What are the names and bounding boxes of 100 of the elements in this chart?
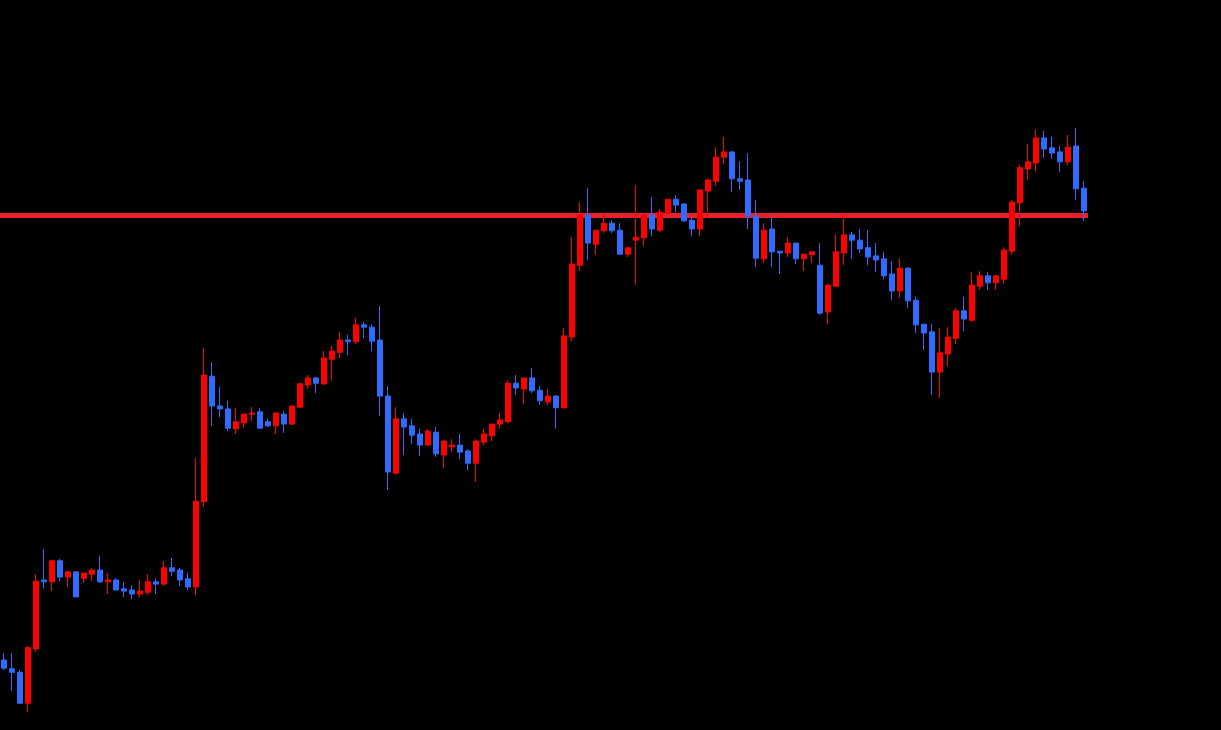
candlestick xyxy=(777,250,783,275)
candlestick xyxy=(321,350,327,386)
candlestick xyxy=(193,457,199,596)
candlestick xyxy=(809,251,815,264)
candlestick xyxy=(617,222,623,255)
candlestick xyxy=(209,361,215,427)
candlestick xyxy=(105,572,111,595)
candlestick xyxy=(145,573,151,596)
candlestick xyxy=(57,558,63,582)
candlestick xyxy=(385,385,391,491)
candlestick xyxy=(129,584,135,600)
candlestick xyxy=(281,410,287,434)
candlestick xyxy=(257,407,263,429)
candlestick xyxy=(121,581,127,598)
candlestick xyxy=(81,572,87,584)
candlestick xyxy=(457,433,463,460)
candlestick xyxy=(833,233,839,287)
candlestick xyxy=(689,216,695,237)
candlestick xyxy=(201,347,207,508)
candlestick xyxy=(881,251,887,280)
candlestick xyxy=(753,199,759,268)
candlestick xyxy=(9,652,15,692)
candlestick xyxy=(721,136,727,165)
candlestick xyxy=(745,152,751,230)
candlestick xyxy=(609,219,615,234)
candlestick xyxy=(425,428,431,446)
candlestick xyxy=(945,326,951,367)
candlestick xyxy=(153,577,159,595)
candlestick xyxy=(329,345,335,382)
candlestick xyxy=(985,271,991,291)
candlestick xyxy=(441,440,447,469)
candlestick xyxy=(529,367,535,394)
candlestick xyxy=(473,438,479,483)
candlestick xyxy=(849,231,855,260)
candlestick xyxy=(729,150,735,193)
candlestick xyxy=(1057,145,1063,173)
candlestick xyxy=(137,579,143,598)
candlestick xyxy=(817,242,823,316)
candlestick xyxy=(969,271,975,323)
candlestick xyxy=(1049,136,1055,160)
candlestick xyxy=(665,198,671,215)
candlestick xyxy=(33,573,39,653)
candlestick xyxy=(801,252,807,272)
candlestick xyxy=(961,296,967,332)
candlestick xyxy=(345,334,351,356)
candlestick xyxy=(1017,164,1023,227)
candlestick xyxy=(353,317,359,345)
candlestick xyxy=(673,194,679,213)
candlestick xyxy=(561,327,567,410)
candlestick xyxy=(1081,180,1087,222)
candlestick xyxy=(1009,199,1015,256)
candlestick xyxy=(41,548,47,590)
candlestick xyxy=(593,229,599,256)
candlestick xyxy=(417,428,423,457)
candlestick xyxy=(513,374,519,396)
candlestick xyxy=(497,412,503,430)
candlestick xyxy=(841,214,847,266)
candlestick xyxy=(297,382,303,408)
candlestick xyxy=(873,242,879,273)
candlestick xyxy=(713,146,719,187)
candlestick xyxy=(433,426,439,458)
candlestick xyxy=(545,388,551,406)
candlestick xyxy=(505,379,511,424)
candlestick xyxy=(977,270,983,291)
candlestick xyxy=(913,296,919,334)
candlestick xyxy=(737,160,743,191)
candlestick xyxy=(937,327,943,399)
candlestick xyxy=(289,405,295,426)
candlestick xyxy=(313,376,319,394)
candlestick xyxy=(177,567,183,587)
candlestick xyxy=(265,418,271,428)
candlestick xyxy=(953,307,959,345)
candlestick xyxy=(225,400,231,432)
candlestick xyxy=(369,323,375,352)
candlestick xyxy=(73,571,79,598)
candlestick xyxy=(1033,129,1039,172)
candlestick xyxy=(49,560,55,592)
candlestick xyxy=(865,229,871,266)
candlestick xyxy=(409,418,415,445)
candlestick xyxy=(649,196,655,237)
candlestick xyxy=(1065,134,1071,166)
candlestick xyxy=(641,214,647,247)
candlestick xyxy=(793,242,799,265)
candlestick xyxy=(993,275,999,291)
candlestick xyxy=(481,428,487,446)
candlestick xyxy=(401,412,407,456)
candlestick xyxy=(553,394,559,430)
candlestick xyxy=(897,257,903,299)
candlestick xyxy=(249,406,255,422)
candlestick xyxy=(857,228,863,254)
candlestick xyxy=(825,283,831,325)
candlestick xyxy=(25,645,31,713)
candlestick xyxy=(377,305,383,417)
candlestick xyxy=(929,323,935,396)
candlestick xyxy=(1041,130,1047,159)
candlestick xyxy=(337,331,343,359)
candlestick xyxy=(65,571,71,588)
candlestick xyxy=(921,323,927,351)
candlestick xyxy=(569,236,575,342)
candlestick xyxy=(185,572,191,591)
